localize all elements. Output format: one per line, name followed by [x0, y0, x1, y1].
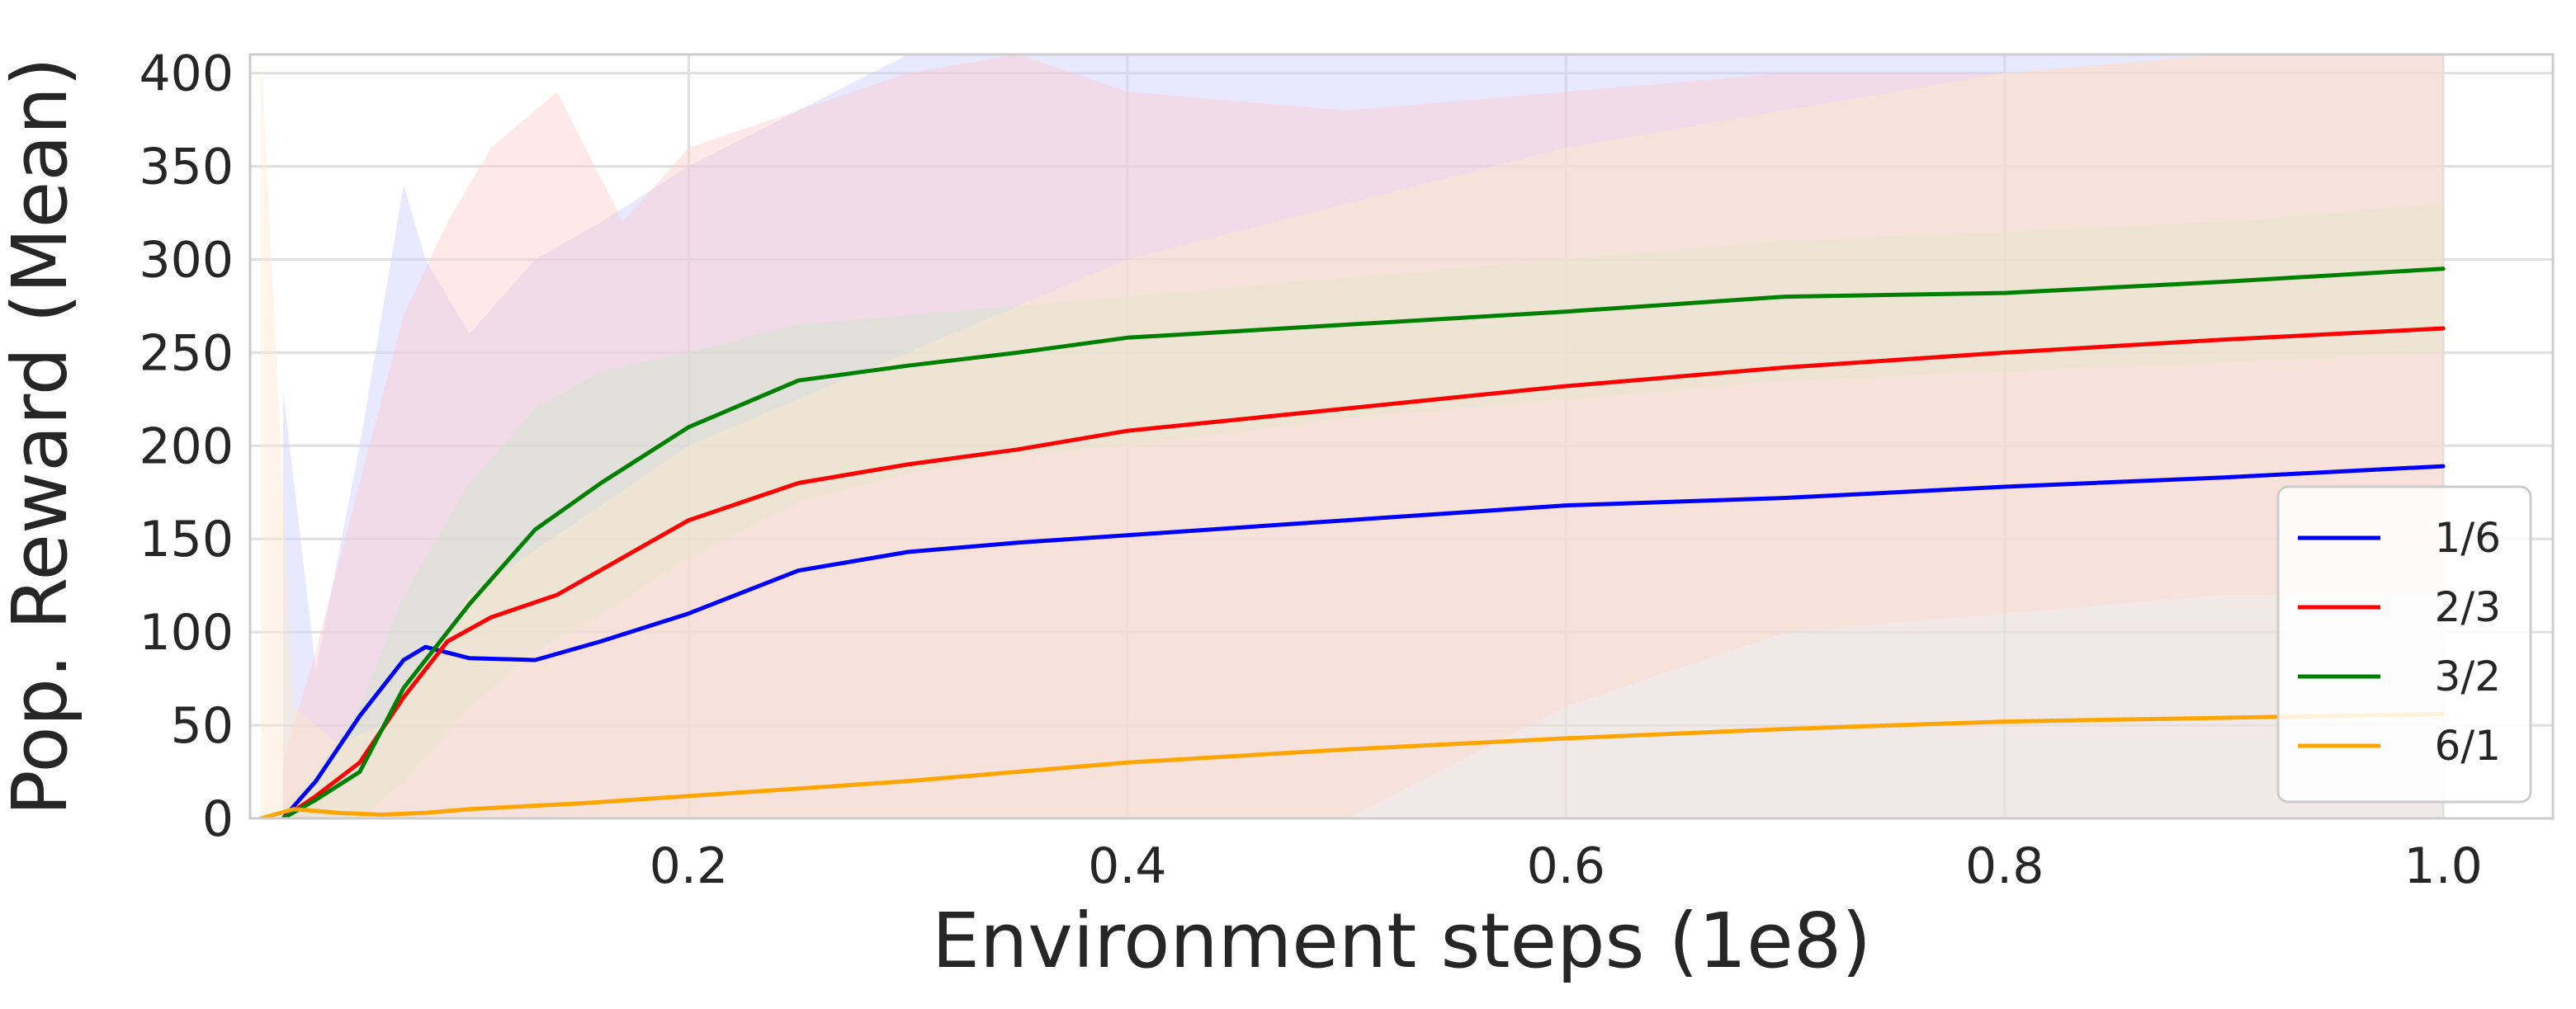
plot-area — [248, 53, 2555, 820]
y-tick-label-0: 0 — [202, 790, 234, 848]
x-tick-label-3: 0.8 — [1965, 837, 2044, 895]
y-axis-title: Pop. Reward (Mean) — [0, 57, 84, 816]
series-line-1-6 — [281, 464, 2446, 818]
std-bands — [261, 54, 2444, 818]
y-tick-label-6: 300 — [139, 231, 234, 289]
legend-box — [2276, 485, 2532, 804]
y-tick-label-1: 50 — [171, 697, 234, 755]
y-tick-label-4: 200 — [139, 417, 234, 475]
x-tick-label-2: 0.6 — [1527, 837, 1605, 895]
band-6-1 — [261, 54, 2444, 818]
y-tick-label-8: 400 — [139, 45, 234, 103]
band-1-6 — [282, 54, 2444, 818]
legend-label-3-2: 3/2 — [2435, 653, 2501, 700]
x-tick-label-4: 1.0 — [2403, 837, 2482, 895]
legend-label-2-3: 2/3 — [2435, 583, 2501, 631]
y-tick-label-3: 150 — [139, 511, 234, 568]
y-tick-label-7: 350 — [139, 139, 234, 196]
x-axis-ticks: 0.2 0.4 0.6 0.8 1.0 — [650, 837, 2483, 895]
series-line-3-2 — [281, 266, 2446, 818]
y-tick-label-2: 100 — [139, 604, 234, 662]
y-tick-label-5: 250 — [139, 324, 234, 382]
legend-label-6-1: 6/1 — [2435, 722, 2501, 770]
band-2-3 — [282, 54, 2444, 818]
legend-label-1-6: 1/6 — [2435, 514, 2501, 562]
plot-background — [250, 54, 2553, 818]
series-lines — [258, 266, 2446, 818]
series-line-2-3 — [281, 326, 2446, 818]
series-line-6-1 — [258, 712, 2446, 818]
x-tick-label-1: 0.4 — [1088, 837, 1166, 895]
x-axis-title: Environment steps (1e8) — [932, 897, 1871, 985]
x-tick-label-0: 0.2 — [650, 837, 728, 895]
y-axis-ticks: 0 50 100 150 200 250 300 350 400 — [139, 45, 234, 848]
band-3-2 — [282, 203, 2444, 818]
plot-border — [248, 53, 2555, 820]
legend: 1/6 2/3 3/2 6/1 — [2276, 485, 2532, 804]
